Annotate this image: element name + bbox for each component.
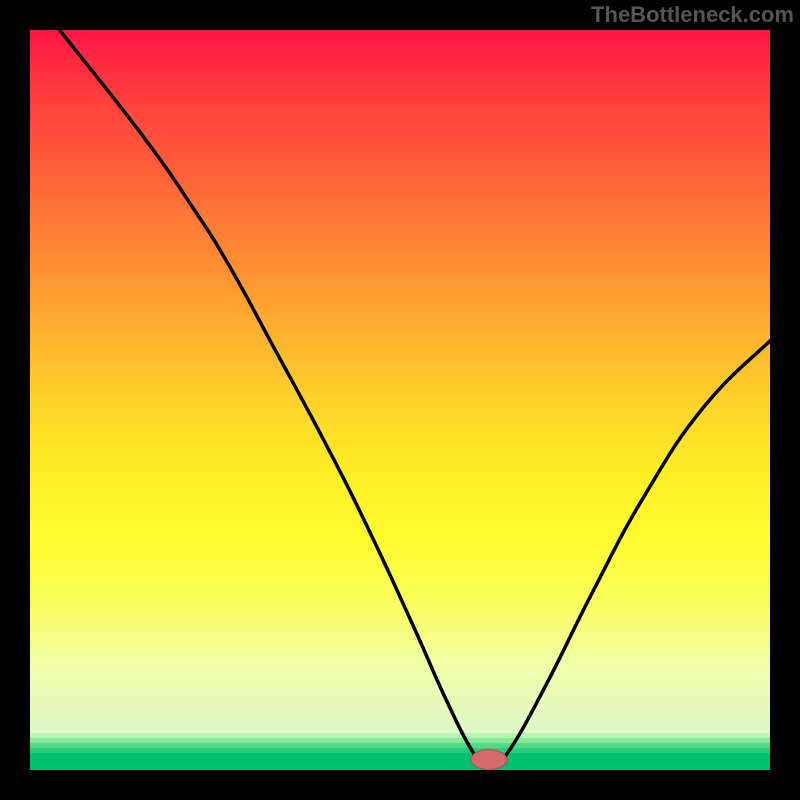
chart-container: TheBottleneck.com [0, 0, 800, 800]
bottleneck-marker [471, 750, 507, 770]
chart-overlay [30, 30, 770, 770]
plot-area [30, 30, 770, 770]
bottleneck-curve [60, 30, 770, 762]
watermark-text: TheBottleneck.com [591, 2, 794, 28]
